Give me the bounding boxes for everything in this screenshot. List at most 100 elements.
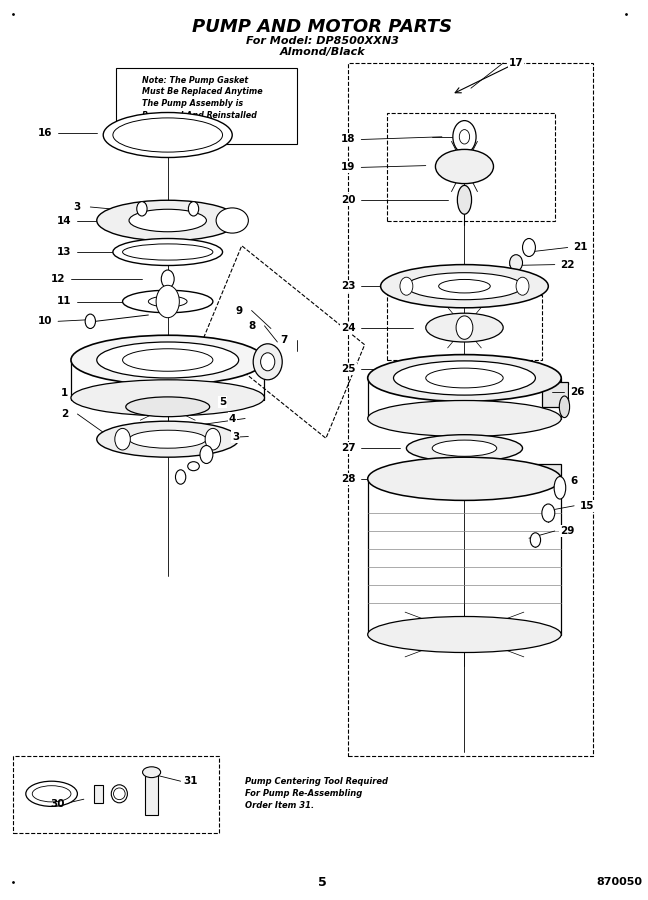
Text: 14: 14: [57, 215, 72, 226]
Text: 8: 8: [248, 320, 255, 331]
Text: 7: 7: [280, 335, 288, 346]
Circle shape: [189, 202, 199, 216]
Bar: [349, 63, 594, 756]
Ellipse shape: [439, 279, 491, 292]
Ellipse shape: [143, 767, 161, 778]
Circle shape: [522, 238, 535, 256]
Ellipse shape: [129, 210, 207, 231]
Bar: [542, 382, 568, 407]
Text: 6: 6: [570, 476, 578, 487]
Circle shape: [400, 277, 413, 295]
Text: 3: 3: [232, 431, 239, 442]
Text: Pump Centering Tool Required
For Pump Re-Assembling
Order Item 31.: Pump Centering Tool Required For Pump Re…: [245, 778, 388, 810]
Ellipse shape: [26, 781, 77, 806]
Ellipse shape: [435, 149, 494, 184]
Circle shape: [115, 428, 130, 450]
Ellipse shape: [71, 336, 264, 385]
Ellipse shape: [432, 440, 497, 456]
Bar: [145, 774, 158, 814]
Text: 12: 12: [51, 274, 65, 284]
Ellipse shape: [97, 201, 238, 240]
Ellipse shape: [406, 435, 522, 462]
Text: PUMP AND MOTOR PARTS: PUMP AND MOTOR PARTS: [192, 18, 452, 36]
Circle shape: [156, 285, 179, 318]
Text: 20: 20: [341, 194, 356, 205]
Ellipse shape: [426, 368, 503, 388]
Text: 15: 15: [580, 500, 594, 511]
Circle shape: [200, 446, 213, 464]
Text: 22: 22: [561, 259, 575, 270]
Text: 25: 25: [341, 364, 356, 374]
Text: 29: 29: [561, 526, 575, 536]
Text: 9: 9: [235, 305, 242, 316]
Bar: [529, 464, 561, 486]
Text: 10: 10: [38, 316, 52, 327]
Text: 21: 21: [573, 242, 588, 253]
Bar: [13, 756, 219, 833]
Text: 31: 31: [183, 776, 198, 787]
Bar: [93, 785, 103, 803]
Circle shape: [530, 533, 540, 547]
Circle shape: [137, 202, 147, 216]
Text: 27: 27: [341, 443, 356, 454]
Text: Almond/Black: Almond/Black: [280, 47, 365, 58]
Ellipse shape: [559, 396, 570, 418]
Text: 870050: 870050: [596, 877, 642, 887]
Circle shape: [516, 277, 529, 295]
Circle shape: [453, 121, 476, 153]
Ellipse shape: [367, 616, 561, 652]
Ellipse shape: [97, 342, 238, 378]
Text: 1: 1: [61, 388, 68, 399]
Ellipse shape: [97, 421, 238, 457]
Bar: [387, 112, 555, 220]
Text: 17: 17: [509, 58, 524, 68]
Ellipse shape: [367, 400, 561, 436]
Ellipse shape: [111, 785, 128, 803]
Ellipse shape: [71, 380, 264, 416]
Ellipse shape: [367, 355, 561, 401]
Circle shape: [205, 428, 220, 450]
Ellipse shape: [380, 265, 548, 308]
Circle shape: [456, 316, 473, 339]
Text: 5: 5: [219, 397, 226, 408]
Ellipse shape: [554, 477, 566, 499]
Text: 30: 30: [51, 798, 65, 809]
Ellipse shape: [260, 353, 275, 371]
Ellipse shape: [122, 290, 213, 313]
Ellipse shape: [457, 185, 472, 214]
Text: 3: 3: [74, 202, 81, 212]
Text: 28: 28: [341, 473, 356, 484]
Ellipse shape: [122, 244, 213, 260]
Text: For Model: DP8500XXN3: For Model: DP8500XXN3: [246, 35, 399, 46]
Ellipse shape: [393, 361, 535, 395]
Circle shape: [176, 470, 186, 484]
Ellipse shape: [148, 296, 187, 307]
Text: 19: 19: [341, 162, 356, 173]
Ellipse shape: [113, 238, 222, 266]
Text: 16: 16: [38, 128, 52, 139]
Text: 13: 13: [57, 247, 72, 257]
Text: 18: 18: [341, 134, 356, 145]
Ellipse shape: [188, 462, 200, 471]
Ellipse shape: [216, 208, 248, 233]
Text: 26: 26: [570, 386, 584, 397]
Ellipse shape: [113, 788, 125, 800]
Ellipse shape: [126, 397, 210, 417]
Bar: [116, 68, 297, 144]
Ellipse shape: [103, 112, 232, 158]
Text: 4: 4: [229, 413, 236, 424]
Text: 11: 11: [57, 296, 72, 307]
Ellipse shape: [426, 313, 503, 342]
Circle shape: [161, 270, 174, 288]
Ellipse shape: [129, 430, 207, 448]
Ellipse shape: [406, 273, 522, 300]
Ellipse shape: [253, 344, 283, 380]
Text: 2: 2: [61, 409, 68, 419]
Circle shape: [459, 130, 470, 144]
Text: Note: The Pump Gasket
Must Be Replaced Anytime
The Pump Assembly is
Removed And : Note: The Pump Gasket Must Be Replaced A…: [142, 76, 262, 131]
Ellipse shape: [367, 457, 561, 500]
Bar: [387, 295, 542, 360]
Ellipse shape: [509, 255, 522, 271]
Circle shape: [542, 504, 555, 522]
Ellipse shape: [122, 348, 213, 371]
